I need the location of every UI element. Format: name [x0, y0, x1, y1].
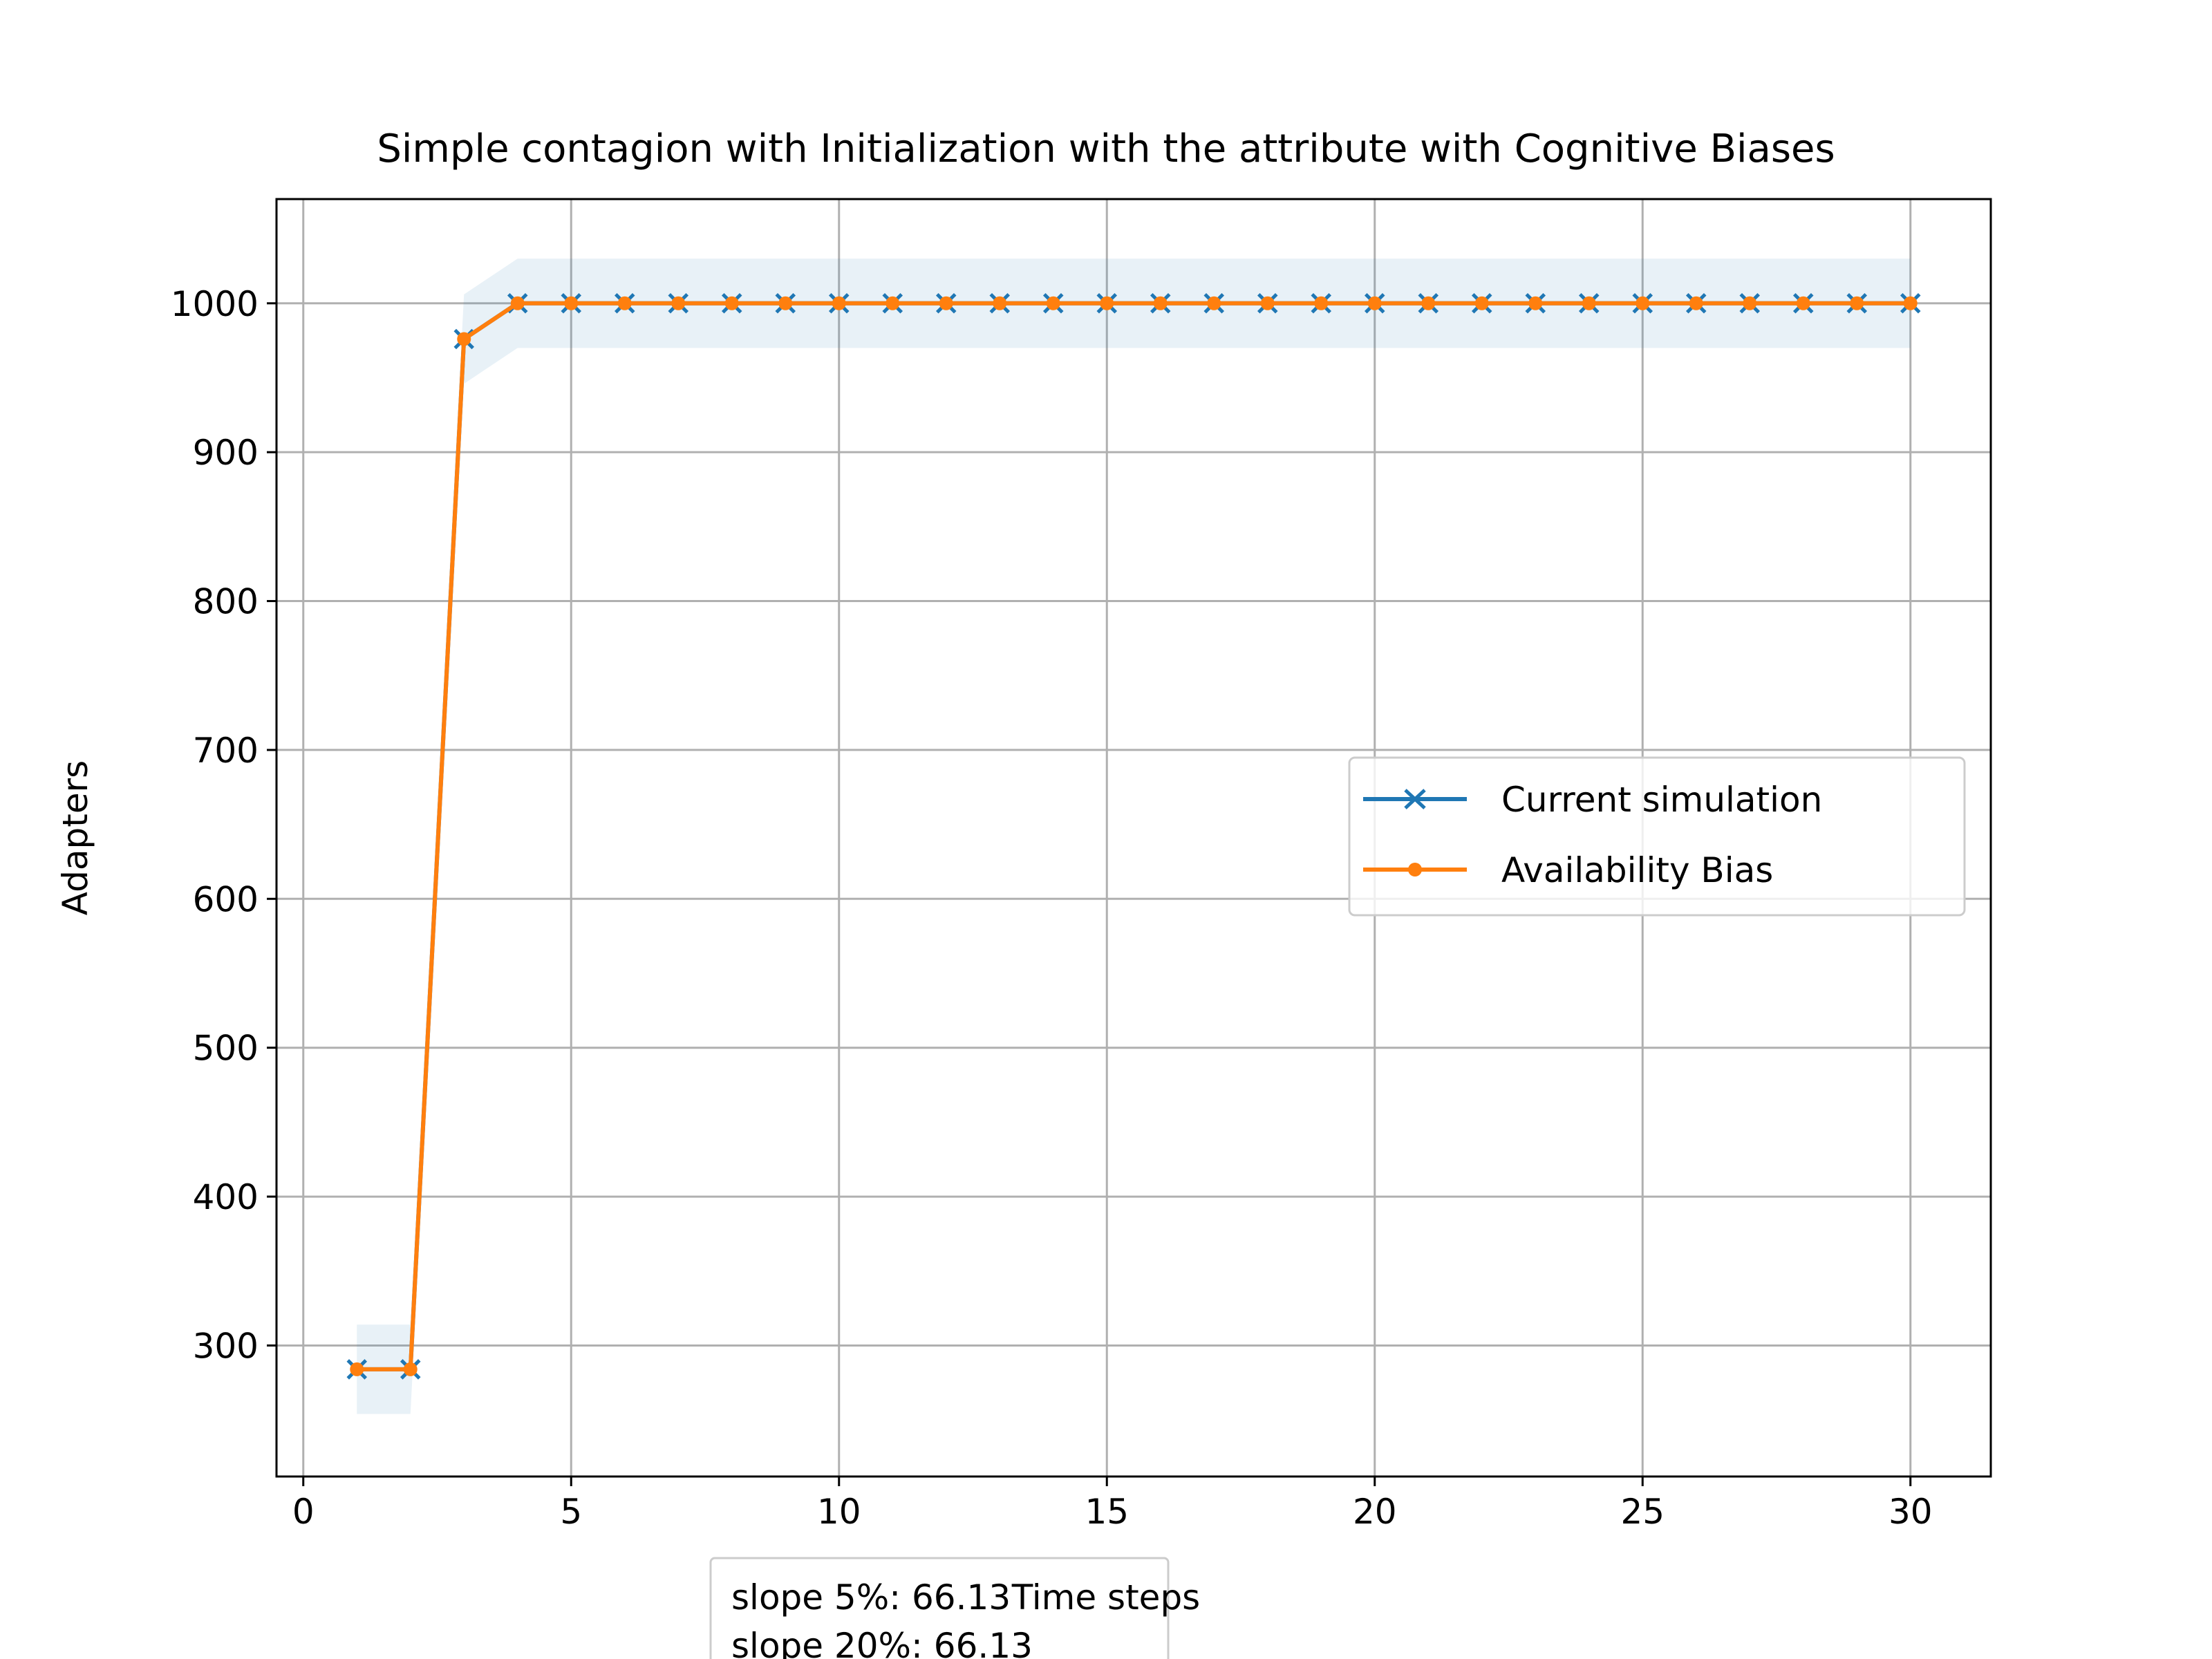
data-point: [832, 296, 846, 310]
y-tick-label: 500: [193, 1029, 259, 1069]
x-tick-label: 0: [292, 1492, 315, 1532]
data-point: [778, 296, 793, 310]
data-point: [350, 1362, 364, 1376]
data-point: [457, 332, 471, 346]
legend-marker-dot: [1408, 863, 1422, 877]
data-point: [1635, 296, 1650, 310]
data-point: [671, 296, 686, 310]
y-tick-label: 400: [193, 1177, 259, 1217]
annotation-line-1: slope 5%: 66.13: [731, 1577, 1011, 1618]
data-point: [1689, 296, 1703, 310]
data-point: [1260, 296, 1275, 310]
data-point: [1153, 296, 1168, 310]
data-point: [1743, 296, 1757, 310]
data-point: [724, 296, 739, 310]
x-tick-label: 25: [1620, 1492, 1665, 1532]
data-point: [1796, 296, 1810, 310]
y-tick-label: 700: [193, 731, 259, 771]
legend-label-current-simulation: Current simulation: [1501, 780, 1822, 820]
series-1: [350, 296, 1918, 1376]
x-tick-label: 10: [817, 1492, 861, 1532]
series-line: [357, 301, 1911, 1371]
data-point: [1850, 296, 1864, 310]
data-point: [403, 1362, 418, 1376]
plot-frame: [275, 198, 1992, 1478]
legend-label-availability-bias: Availability Bias: [1501, 850, 1773, 890]
y-axis-label: Adapters: [55, 760, 95, 915]
series: [346, 293, 1921, 1380]
y-tick-label: 1000: [171, 284, 259, 324]
y-tick-label: 800: [193, 582, 259, 622]
y-tick-label: 600: [193, 879, 259, 919]
ticks: 0 5 10 15 20 25 30 300 400 500 600 700 800 900 1000: [171, 284, 1933, 1532]
data-point: [1046, 296, 1060, 310]
slope-annotation: slope 5%: 66.13 slope 20%: 66.13: [709, 1557, 1170, 1659]
data-point: [1100, 296, 1114, 310]
data-point: [1314, 296, 1329, 310]
annotation-line-2: slope 20%: 66.13: [731, 1626, 1033, 1659]
legend-marker-x: [1404, 789, 1426, 809]
data-point: [1421, 296, 1436, 310]
data-point: [1207, 296, 1221, 310]
data-point: [510, 296, 525, 310]
data-point: [885, 296, 900, 310]
data-point: [939, 296, 953, 310]
data-point: [1903, 296, 1918, 310]
annotation-frame: [709, 1557, 1170, 1659]
y-tick-label: 300: [193, 1326, 259, 1366]
data-point: [617, 296, 632, 310]
x-axis-label: Time steps: [1011, 1577, 1200, 1618]
data-point: [1582, 296, 1596, 310]
data-point: [564, 296, 579, 310]
data-point: [993, 296, 1007, 310]
x-tick-label: 20: [1353, 1492, 1397, 1532]
legend-frame: [1348, 756, 1966, 917]
data-point: [1528, 296, 1543, 310]
legend: Current simulation Availability Bias: [1348, 756, 1966, 917]
x-tick-label: 5: [560, 1492, 582, 1532]
x-tick-label: 15: [1085, 1492, 1129, 1532]
chart-title: Simple contagion with Initialization wit…: [377, 126, 1835, 171]
data-point: [1474, 296, 1489, 310]
x-tick-label: 30: [1888, 1492, 1933, 1532]
y-tick-label: 900: [193, 433, 259, 473]
data-point: [1367, 296, 1382, 310]
